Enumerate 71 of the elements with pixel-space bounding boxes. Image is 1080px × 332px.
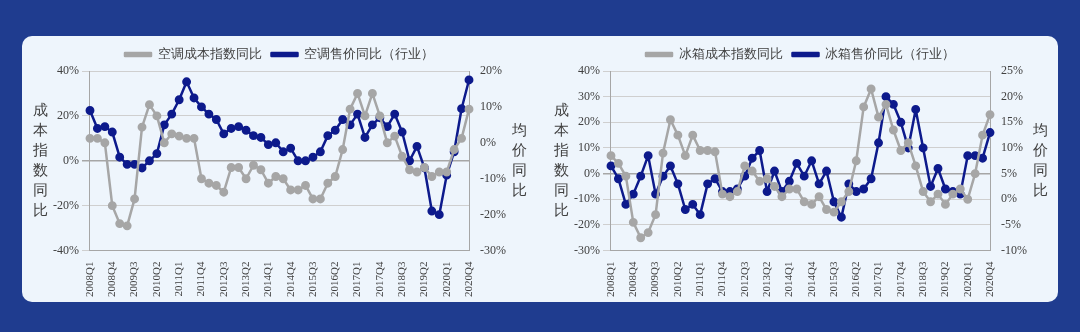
x-tick-label: 2008Q1 — [82, 261, 95, 298]
x-tick-label: 2017Q4 — [893, 261, 906, 298]
x-tick-label: 2018Q3 — [916, 261, 929, 298]
x-tick-label: 2013Q2 — [759, 261, 772, 298]
y2-tick-label: -30% — [480, 242, 507, 257]
x-tick-label: 2018Q3 — [395, 261, 408, 298]
y2-tick-label: 20% — [480, 63, 503, 78]
x-tick-label: 2009Q3 — [648, 261, 661, 298]
y-tick-label: 40% — [577, 63, 600, 78]
x-tick-label: 2014Q1 — [261, 261, 274, 298]
x-tick-label: 2014Q1 — [782, 261, 795, 298]
x-tick-label: 2009Q3 — [127, 261, 140, 298]
y2-tick-label: 10% — [1001, 140, 1024, 155]
x-tick-label: 2011Q4 — [715, 261, 728, 297]
y2-axis-title: 均价同比 — [510, 121, 527, 198]
y2-axis-title: 均价同比 — [1031, 121, 1048, 198]
legend-label: 冰箱成本指数同比 — [678, 45, 783, 61]
x-tick-label: 2012Q3 — [216, 261, 229, 298]
x-tick-label: 2017Q4 — [372, 261, 385, 298]
y2-tick-label: -10% — [480, 170, 507, 185]
x-tick-label: 2019Q2 — [417, 261, 430, 298]
x-tick-label: 2020Q4 — [982, 261, 995, 298]
y2-tick-label: -20% — [480, 206, 507, 221]
x-tick-label: 2008Q1 — [603, 261, 616, 298]
y-tick-label: -20% — [52, 197, 79, 212]
x-tick-label: 2013Q2 — [238, 261, 251, 298]
x-tick-label: 2020Q1 — [960, 261, 973, 298]
y-tick-label: 40% — [56, 63, 79, 78]
y-tick-label: -10% — [573, 191, 600, 206]
x-tick-label: 2016Q2 — [849, 261, 862, 298]
y-tick-label: 20% — [577, 114, 600, 129]
x-tick-label: 2014Q4 — [283, 261, 296, 298]
x-tick-label: 2014Q4 — [804, 261, 817, 298]
y-tick-label: 0% — [62, 152, 79, 167]
y-tick-label: -20% — [573, 217, 600, 232]
y2-tick-label: 10% — [480, 99, 503, 114]
y-tick-label: 30% — [577, 88, 600, 103]
x-tick-label: 2016Q2 — [328, 261, 341, 298]
x-tick-label: 2010Q2 — [149, 261, 162, 298]
x-tick-label: 2020Q4 — [461, 261, 474, 298]
y-tick-label: -40% — [52, 242, 79, 257]
y2-tick-label: 20% — [1001, 88, 1024, 103]
x-tick-label: 2010Q2 — [670, 261, 683, 298]
y2-tick-label: 25% — [1001, 63, 1024, 78]
y-tick-label: 10% — [577, 140, 600, 155]
y-axis-title: 成本指数同比 — [31, 101, 48, 218]
y2-tick-label: -10% — [1001, 242, 1028, 257]
y2-tick-label: 15% — [1001, 114, 1024, 129]
x-tick-label: 2015Q3 — [305, 261, 318, 298]
y-axis-title: 成本指数同比 — [552, 101, 569, 218]
x-tick-label: 2011Q1 — [693, 261, 706, 297]
x-tick-label: 2017Q1 — [350, 261, 363, 298]
x-tick-label: 2020Q1 — [439, 261, 452, 298]
y2-tick-label: 5% — [1001, 165, 1018, 180]
legend-label: 空调成本指数同比 — [157, 45, 262, 61]
x-tick-label: 2008Q4 — [626, 261, 639, 298]
legend-label: 空调售价同比（行业） — [304, 45, 434, 61]
x-tick-label: 2017Q1 — [871, 261, 884, 298]
y-tick-label: 0% — [583, 165, 600, 180]
x-tick-label: 2011Q1 — [172, 261, 185, 297]
legend-label: 冰箱售价同比（行业） — [825, 45, 955, 61]
x-tick-label: 2008Q4 — [105, 261, 118, 298]
y-tick-label: 20% — [56, 108, 79, 123]
x-tick-label: 2011Q4 — [194, 261, 207, 297]
x-tick-label: 2012Q3 — [737, 261, 750, 298]
y-tick-label: -30% — [573, 242, 600, 257]
x-tick-label: 2019Q2 — [938, 261, 951, 298]
y2-tick-label: 0% — [480, 134, 497, 149]
x-tick-label: 2015Q3 — [826, 261, 839, 298]
y2-tick-label: -5% — [1001, 217, 1022, 232]
y2-tick-label: 0% — [1001, 191, 1018, 206]
